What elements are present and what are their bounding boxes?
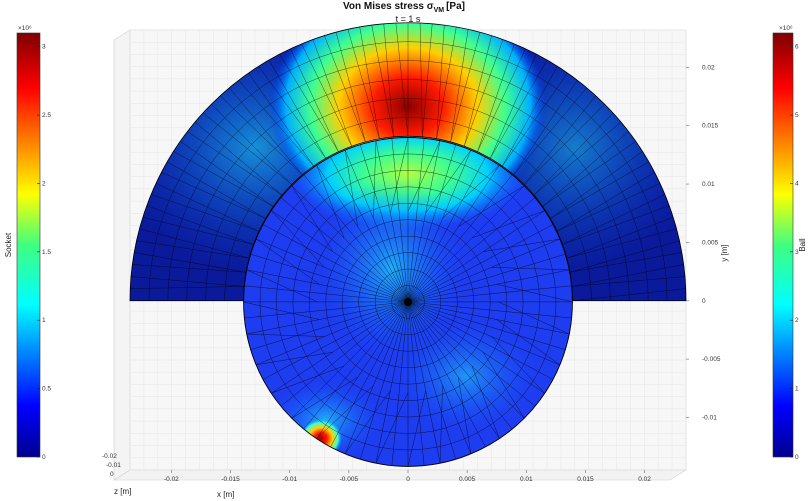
colorbar-tick-label: 3 [795, 249, 799, 256]
colorbar-tick-label: 1 [42, 317, 46, 324]
colorbar-tick-label: 2 [795, 317, 799, 324]
colorbar-tick-label: 2.5 [42, 112, 51, 119]
colorbar-tick-label: 3 [42, 44, 46, 51]
colorbar-tick-label: 1.5 [42, 249, 51, 256]
z-tick-label: -0.02 [102, 453, 117, 460]
y-tick-label: 0.005 [702, 239, 719, 246]
y-axis-ticks: 0.02 0.015 0.01 0.005 0 -0.005 -0.01 [686, 64, 721, 421]
y-tick-label: -0.01 [702, 414, 717, 421]
y-tick-label: 0.01 [702, 181, 715, 188]
colorbar-tick-label: 0.5 [42, 386, 51, 393]
x-tick-label: -0.015 [221, 476, 240, 483]
z-tick-label: -0.01 [106, 462, 121, 469]
colorbar-tick-label: 0 [42, 454, 46, 461]
socket-colorbar: ×10⁶ Socket 3 2.5 2 1.5 1 0.5 0 [4, 25, 51, 461]
z-tick-label: 0 [110, 471, 114, 478]
colorbar-tick-label: 2 [42, 180, 46, 187]
x-tick-label: -0.02 [164, 476, 179, 483]
x-axis-label: x [m] [217, 490, 234, 499]
y-tick-label: 0.015 [702, 123, 719, 130]
socket-colorbar-label: Socket [4, 232, 13, 257]
x-axis-ticks: -0.02 -0.015 -0.01 -0.005 0 0.005 0.01 0.015 0.0… [164, 470, 651, 483]
ball-colorbar-exponent: ×10⁶ [779, 25, 793, 32]
x-tick-label: 0.005 [459, 476, 476, 483]
y-tick-label: 0 [702, 298, 706, 305]
ball-body [243, 137, 573, 467]
x-tick-label: 0.02 [638, 476, 651, 483]
socket-colorbar-gradient [16, 32, 41, 458]
x-tick-label: -0.005 [340, 476, 359, 483]
z-axis-label: z [m] [114, 487, 131, 496]
z-axis-ticks: -0.02 -0.01 0 [102, 453, 121, 478]
colorbar-tick-label: 5 [795, 112, 799, 119]
x-tick-label: -0.01 [282, 476, 297, 483]
colorbar-tick-label: 1 [795, 386, 799, 393]
ball-colorbar-gradient [772, 32, 794, 458]
y-axis-label: y [m] [720, 244, 729, 261]
ball-colorbar: ×10⁶ Ball 6 5 4 3 2 1 0 [772, 25, 807, 461]
colorbar-tick-label: 0 [795, 454, 799, 461]
colorbar-tick-label: 6 [795, 44, 799, 51]
chart-subtitle: t = 1 s [396, 14, 421, 24]
ball-colorbar-label: Ball [798, 238, 807, 252]
socket-colorbar-exponent: ×10⁶ [18, 25, 32, 32]
x-tick-label: 0 [406, 476, 410, 483]
chart-title: Von Mises stress σVM [Pa] [343, 1, 465, 14]
x-tick-label: 0.015 [577, 476, 594, 483]
colorbar-tick-label: 4 [795, 180, 799, 187]
x-tick-label: 0.01 [520, 476, 533, 483]
y-tick-label: 0.02 [702, 64, 715, 71]
y-tick-label: -0.005 [702, 356, 721, 363]
